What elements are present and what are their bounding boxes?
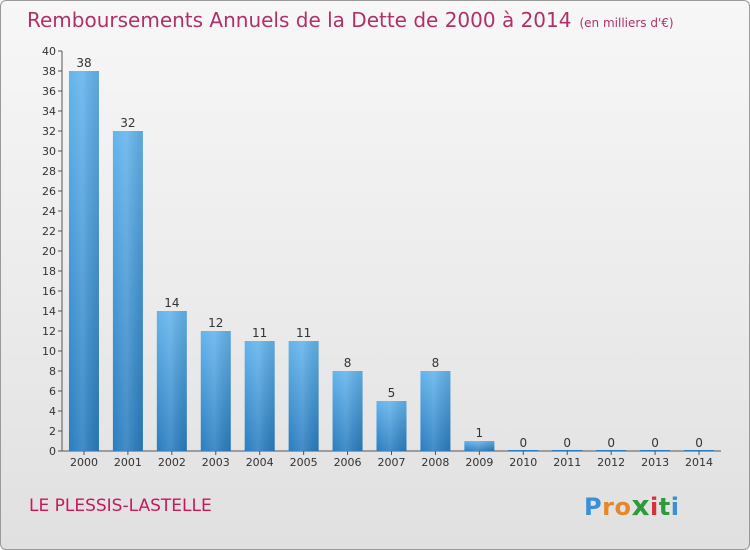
y-tick-label: 22 <box>42 225 56 238</box>
bar <box>684 450 715 451</box>
x-tick-label: 2007 <box>378 456 406 469</box>
bar <box>508 450 539 451</box>
y-tick-label: 8 <box>49 365 56 378</box>
bar <box>552 450 583 451</box>
y-tick-label: 28 <box>42 165 56 178</box>
y-tick-label: 12 <box>42 325 56 338</box>
bar-shine <box>156 311 187 451</box>
x-tick-label: 2008 <box>421 456 449 469</box>
bar-value-label: 32 <box>120 116 135 130</box>
y-tick-label: 18 <box>42 265 56 278</box>
x-tick-label: 2003 <box>202 456 230 469</box>
y-tick-label: 40 <box>42 45 56 58</box>
x-tick-label: 2014 <box>685 456 713 469</box>
bar-shine <box>420 371 451 451</box>
y-tick-label: 4 <box>49 405 56 418</box>
logo-letter: t <box>658 493 671 521</box>
x-tick-label: 2012 <box>597 456 625 469</box>
bar-shine <box>244 341 275 451</box>
y-tick-label: 38 <box>42 65 56 78</box>
y-tick-label: 36 <box>42 85 56 98</box>
bar-value-label: 5 <box>388 386 396 400</box>
bar-shine <box>376 401 407 451</box>
bar-value-label: 0 <box>695 436 703 450</box>
x-tick-label: 2006 <box>334 456 362 469</box>
chart-title-text: Remboursements Annuels de la Dette de 20… <box>27 8 572 32</box>
bar-value-label: 0 <box>651 436 659 450</box>
chart-value-labels: 38 32 14 12 11 11 8 5 8 1 0 0 0 0 0 <box>76 56 703 450</box>
bar-value-label: 1 <box>476 426 484 440</box>
y-tick-label: 6 <box>49 385 56 398</box>
y-tick-label: 26 <box>42 185 56 198</box>
logo-letter: P <box>584 493 603 521</box>
y-tick-label: 34 <box>42 105 56 118</box>
commune-name: LE PLESSIS-LASTELLE <box>29 496 212 516</box>
x-tick-label: 2002 <box>158 456 186 469</box>
bar-value-label: 38 <box>76 56 91 70</box>
y-tick-label: 20 <box>42 245 56 258</box>
x-tick-label: 2000 <box>70 456 98 469</box>
logo-letter: i <box>650 493 659 521</box>
x-tick-label: 2004 <box>246 456 274 469</box>
bar-value-label: 11 <box>296 326 311 340</box>
bar-value-label: 8 <box>432 356 440 370</box>
y-tick-label: 2 <box>49 425 56 438</box>
x-tick-label: 2005 <box>290 456 318 469</box>
proxiti-logo: Proxiti <box>584 489 679 522</box>
bar-value-label: 11 <box>252 326 267 340</box>
bar-shine <box>288 341 319 451</box>
bar-value-label: 0 <box>563 436 571 450</box>
chart-title: Remboursements Annuels de la Dette de 20… <box>27 8 674 32</box>
y-tick-label: 10 <box>42 345 56 358</box>
logo-letter: r <box>602 493 615 521</box>
bar-shine <box>200 331 231 451</box>
logo-letter: x <box>631 489 650 522</box>
y-tick-label: 30 <box>42 145 56 158</box>
y-tick-label: 32 <box>42 125 56 138</box>
bar-value-label: 0 <box>519 436 527 450</box>
chart-x-ticks: 2000 2001 2002 2003 2004 2005 2006 2007 2008 2009… <box>70 451 713 469</box>
bar-shine <box>332 371 363 451</box>
bar-shine <box>112 131 143 451</box>
bar-value-label: 0 <box>607 436 615 450</box>
bar <box>596 450 627 451</box>
bar-value-label: 8 <box>344 356 352 370</box>
y-tick-label: 16 <box>42 285 56 298</box>
x-tick-label: 2013 <box>641 456 669 469</box>
bar-value-label: 14 <box>164 296 179 310</box>
bar-shine <box>464 441 495 451</box>
logo-letter: i <box>670 493 680 521</box>
chart-subtitle: (en milliers d'€) <box>579 16 674 30</box>
bar-value-label: 12 <box>208 316 223 330</box>
y-tick-label: 0 <box>49 445 56 458</box>
x-tick-label: 2010 <box>509 456 537 469</box>
logo-letter: o <box>614 493 632 521</box>
y-tick-label: 24 <box>42 205 56 218</box>
x-tick-label: 2009 <box>465 456 493 469</box>
y-tick-label: 14 <box>42 305 56 318</box>
x-tick-label: 2001 <box>114 456 142 469</box>
bar-shine <box>68 71 99 451</box>
bar <box>640 450 671 451</box>
x-tick-label: 2011 <box>553 456 581 469</box>
chart-bars <box>68 71 715 451</box>
